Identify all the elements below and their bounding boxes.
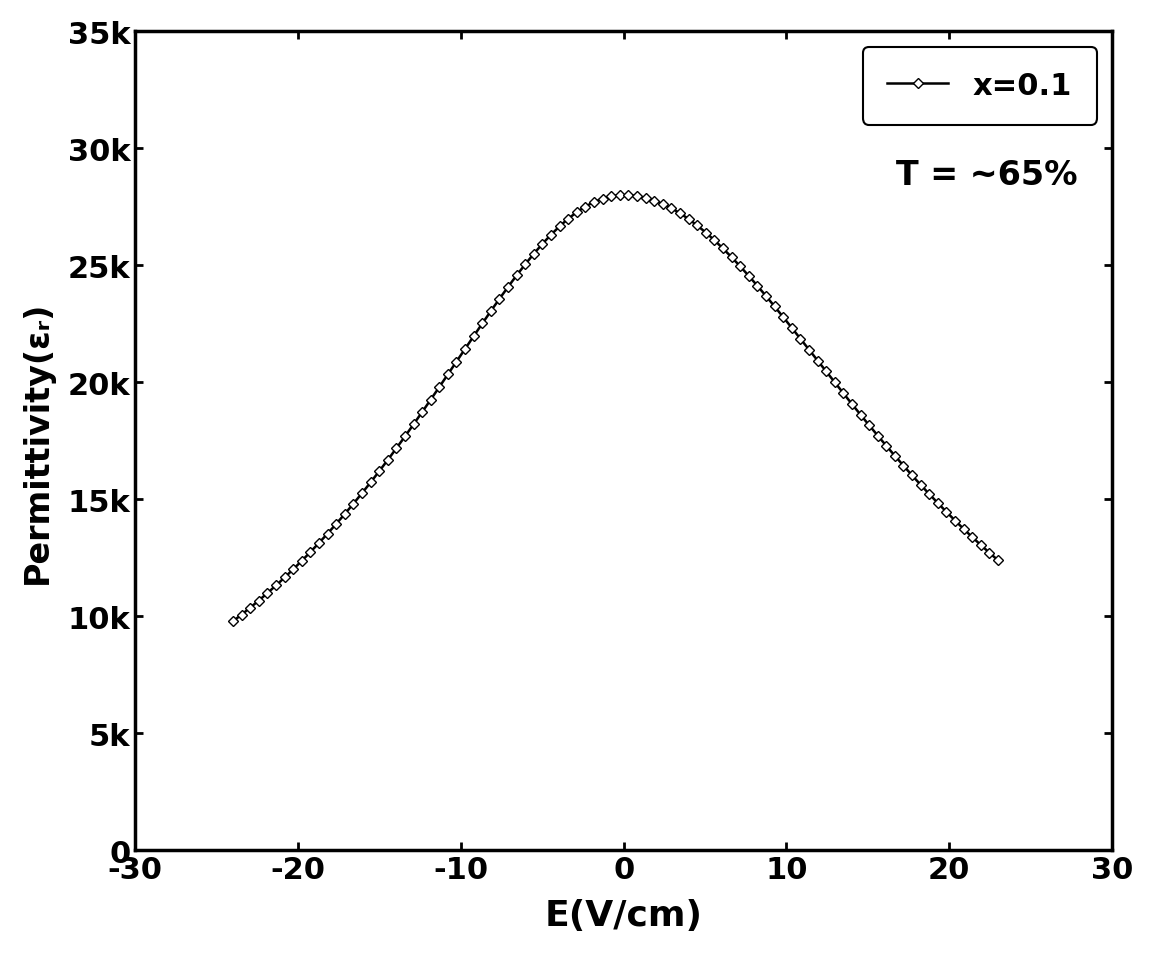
Text: T = ~65%: T = ~65% <box>897 159 1078 193</box>
Y-axis label: Permittivity(εᵣ): Permittivity(εᵣ) <box>21 300 54 583</box>
X-axis label: E(V/cm): E(V/cm) <box>545 899 703 932</box>
Legend: x=0.1: x=0.1 <box>863 48 1096 126</box>
